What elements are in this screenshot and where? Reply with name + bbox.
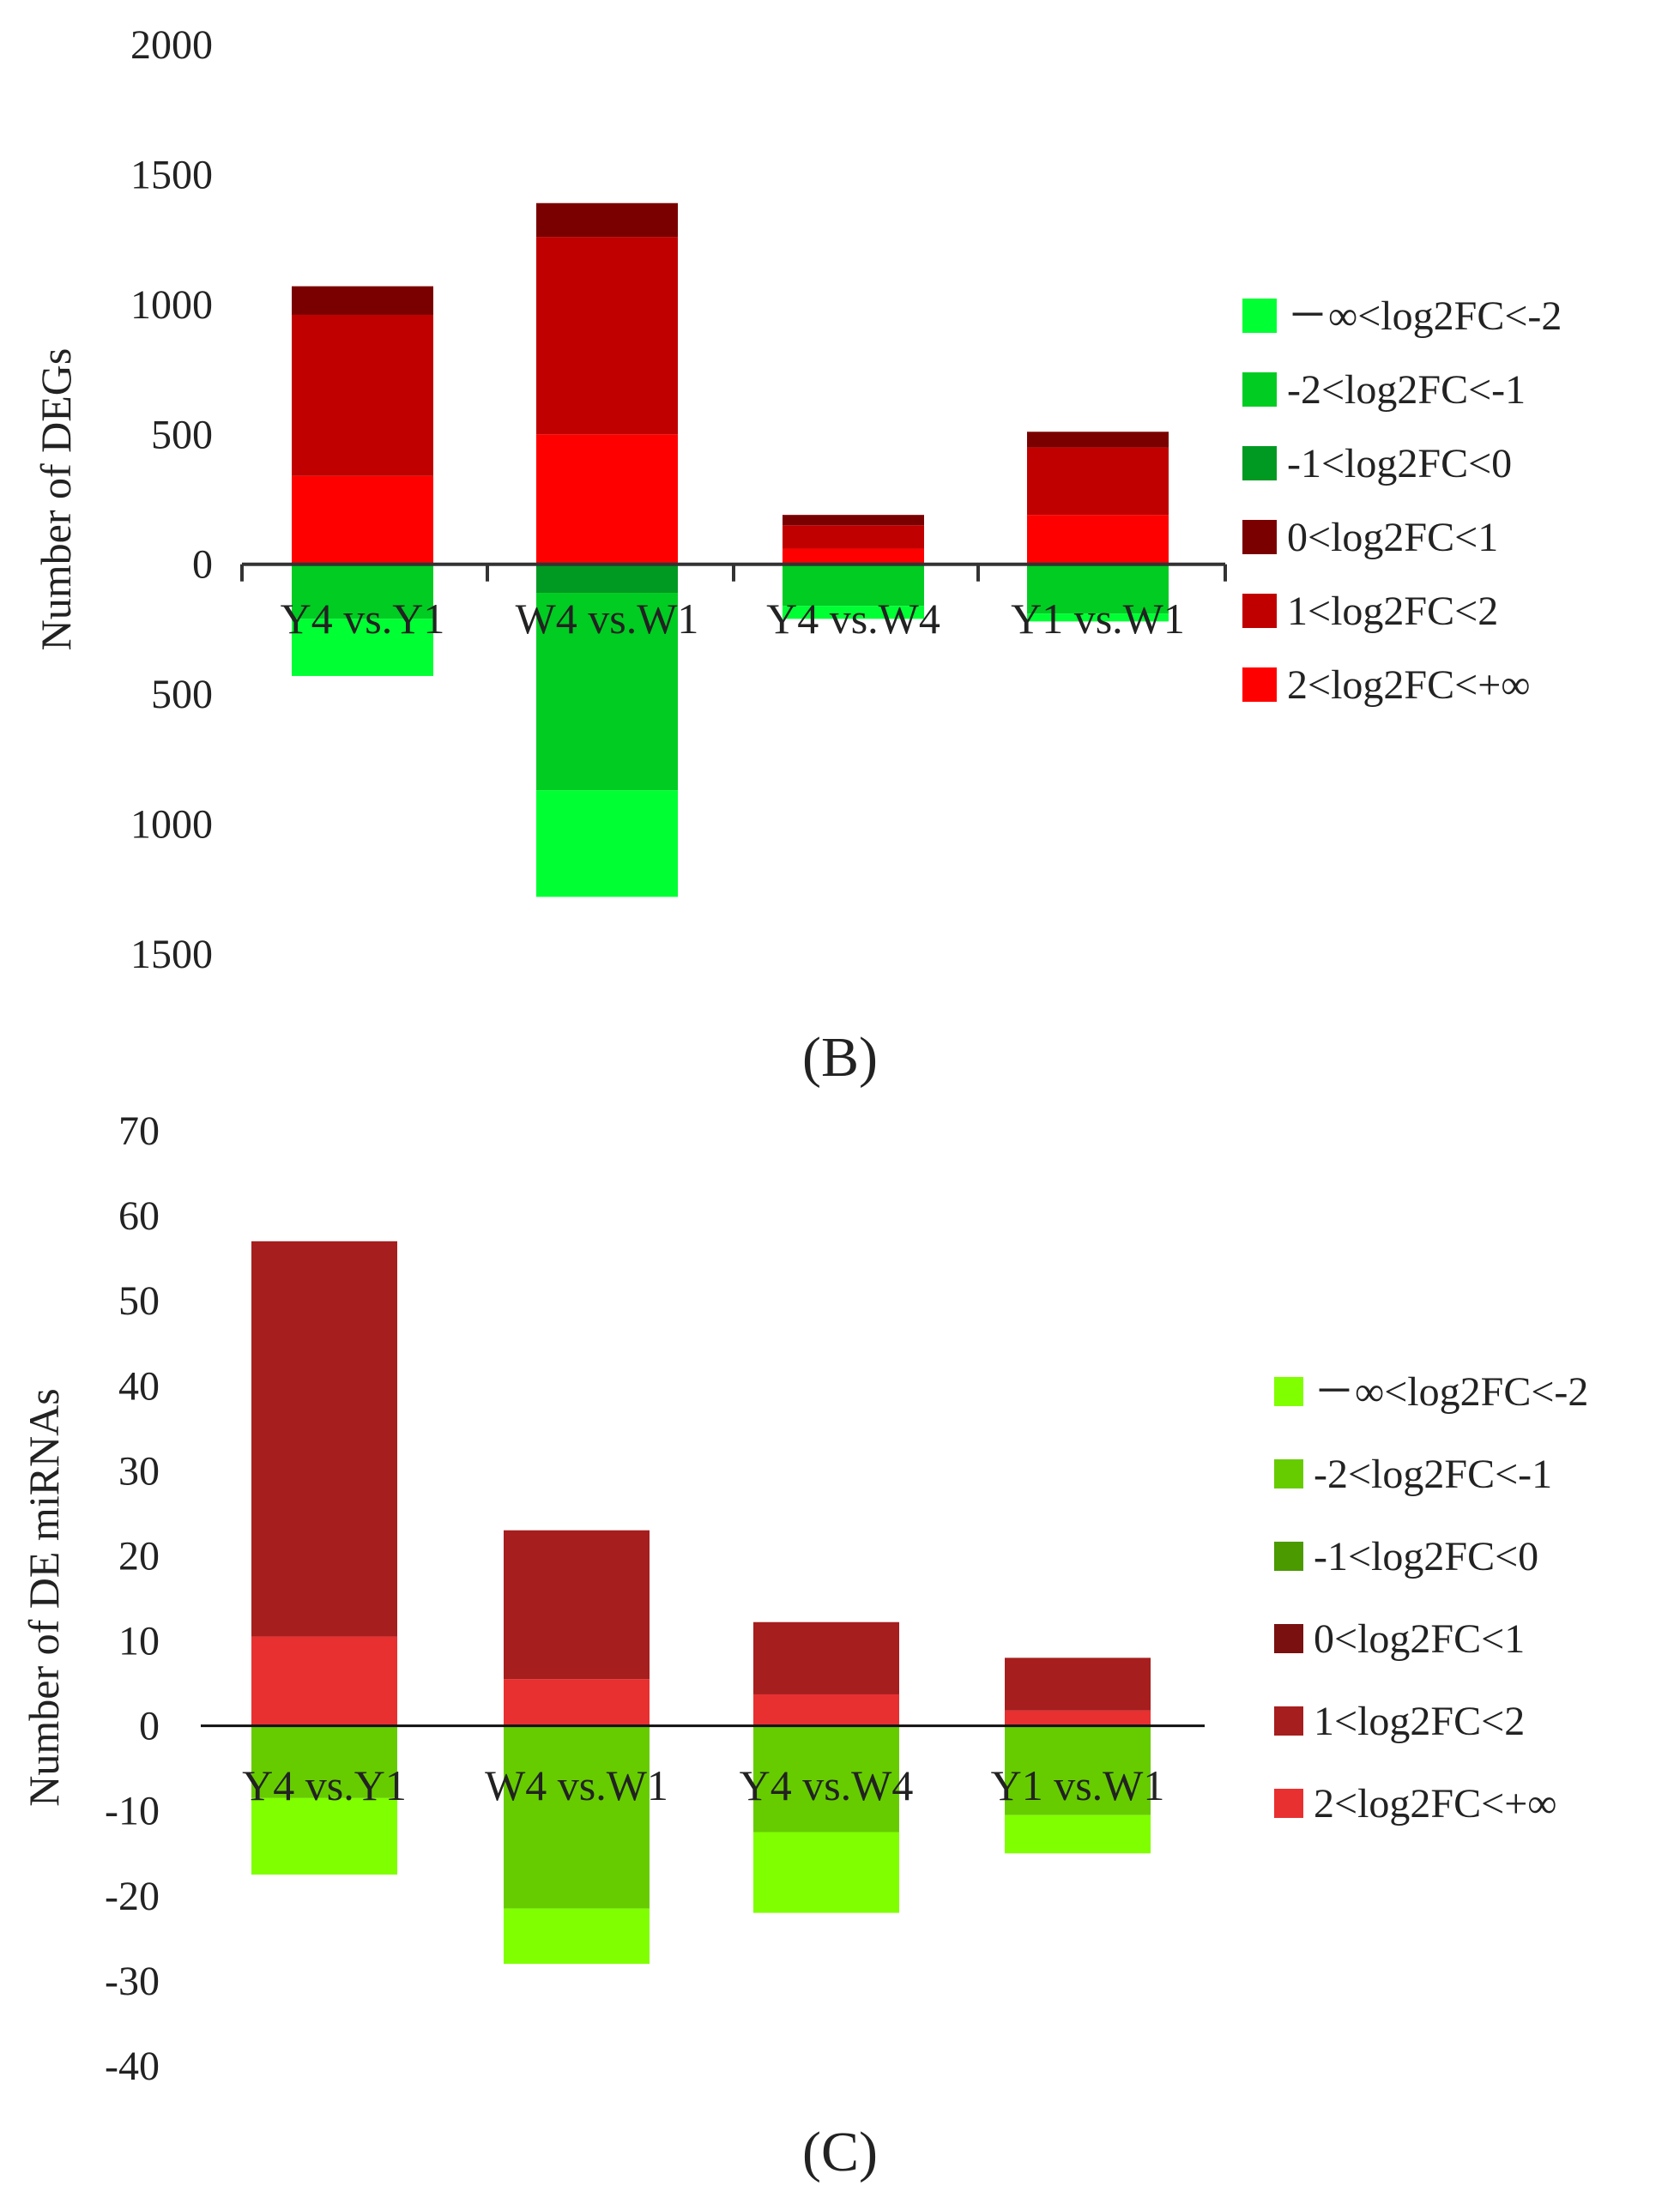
category-label: W4 vs.W1 bbox=[516, 595, 699, 643]
y-tick-label: 20 bbox=[118, 1533, 160, 1579]
legend-swatch bbox=[1242, 520, 1277, 554]
y-tick-label: 0 bbox=[192, 542, 213, 588]
y-tick-label: -20 bbox=[105, 1874, 160, 1919]
legend-label: 0<log2FC<1 bbox=[1287, 515, 1498, 560]
bar-segment bbox=[536, 202, 678, 238]
panel-label: (C) bbox=[802, 2121, 878, 2183]
category-label: Y4 vs.W4 bbox=[740, 1761, 914, 1809]
bar-segment bbox=[292, 564, 433, 619]
bar-segment bbox=[1027, 447, 1169, 516]
y-axis-label: Number of DEGs bbox=[32, 348, 80, 651]
bar-segment bbox=[783, 564, 924, 607]
legend-label: 2<log2FC<+∞ bbox=[1287, 662, 1530, 708]
bar-segment bbox=[1005, 1710, 1151, 1726]
y-tick-label: 10 bbox=[118, 1619, 160, 1664]
category-label: W4 vs.W1 bbox=[485, 1761, 668, 1809]
bar-segment bbox=[783, 525, 924, 549]
legend-label: -1<log2FC<0 bbox=[1287, 441, 1512, 486]
bar-segment bbox=[504, 1908, 650, 1965]
category-label: Y4 vs.W4 bbox=[766, 595, 940, 643]
bar-segment bbox=[536, 593, 678, 791]
y-tick-label: 70 bbox=[118, 1108, 160, 1154]
bar-segment bbox=[753, 1694, 899, 1726]
bar-segment bbox=[1027, 432, 1169, 448]
bar-segment bbox=[292, 286, 433, 315]
legend-swatch bbox=[1274, 1624, 1303, 1653]
category-label: Y1 vs.W1 bbox=[991, 1761, 1165, 1809]
bar-segment bbox=[251, 1636, 397, 1726]
category-label: Y1 vs.W1 bbox=[1011, 595, 1185, 643]
legend-swatch bbox=[1274, 1706, 1303, 1736]
y-tick-label: -10 bbox=[105, 1789, 160, 1834]
bar-segment bbox=[783, 606, 924, 619]
bar-segment bbox=[783, 548, 924, 565]
legend-swatch bbox=[1274, 1789, 1303, 1818]
y-tick-label: 2000 bbox=[130, 22, 213, 68]
y-tick-label: 30 bbox=[118, 1448, 160, 1494]
y-tick-label: 0 bbox=[139, 1704, 160, 1749]
y-tick-label: 40 bbox=[118, 1363, 160, 1409]
bar-segment bbox=[251, 1241, 397, 1637]
legend-label: －∞<log2FC<-2 bbox=[1314, 1369, 1588, 1415]
panel-label: (B) bbox=[802, 1026, 878, 1089]
legend-swatch bbox=[1242, 667, 1277, 702]
y-tick-label: 500 bbox=[151, 672, 213, 717]
bar-segment bbox=[1005, 1658, 1151, 1711]
y-tick-label: -40 bbox=[105, 2044, 160, 2089]
bar-segment bbox=[292, 475, 433, 565]
y-axis-label: Number of DE miRNAs bbox=[20, 1388, 68, 1806]
y-tick-label: 1000 bbox=[130, 282, 213, 328]
y-tick-label: 500 bbox=[151, 412, 213, 457]
category-label: Y4 vs.Y1 bbox=[242, 1761, 407, 1809]
bar-segment bbox=[292, 314, 433, 476]
bar-segment bbox=[292, 619, 433, 676]
y-tick-label: 1000 bbox=[130, 802, 213, 848]
legend-label: -1<log2FC<0 bbox=[1314, 1534, 1538, 1579]
y-tick-label: -30 bbox=[105, 1959, 160, 2004]
bar-segment bbox=[1005, 1725, 1151, 1815]
bar-segment bbox=[1005, 1814, 1151, 1854]
legend-swatch bbox=[1242, 372, 1277, 407]
legend-label: 1<log2FC<2 bbox=[1287, 589, 1498, 634]
legend-label: -2<log2FC<-1 bbox=[1287, 367, 1526, 413]
bar-segment bbox=[1027, 564, 1169, 614]
bar-segment bbox=[536, 237, 678, 435]
y-tick-label: 50 bbox=[118, 1278, 160, 1324]
y-tick-label: 1500 bbox=[130, 932, 213, 977]
bar-segment bbox=[753, 1621, 899, 1694]
bar-segment bbox=[536, 564, 678, 594]
legend-label: 0<log2FC<1 bbox=[1314, 1616, 1525, 1662]
bar-segment bbox=[251, 1725, 397, 1798]
bar-segment bbox=[783, 515, 924, 526]
legend-label: 2<log2FC<+∞ bbox=[1314, 1781, 1556, 1827]
legend-swatch bbox=[1242, 594, 1277, 628]
bar-segment bbox=[536, 790, 678, 897]
legend-swatch bbox=[1274, 1459, 1303, 1488]
bar-segment bbox=[536, 434, 678, 565]
bar-segment bbox=[504, 1725, 650, 1909]
legend-label: -2<log2FC<-1 bbox=[1314, 1452, 1552, 1497]
legend-swatch bbox=[1242, 299, 1277, 333]
y-tick-label: 60 bbox=[118, 1193, 160, 1239]
bar-segment bbox=[753, 1725, 899, 1833]
legend-label: 1<log2FC<2 bbox=[1314, 1699, 1525, 1744]
bar-segment bbox=[504, 1530, 650, 1680]
bar-segment bbox=[1027, 613, 1169, 622]
legend-swatch bbox=[1274, 1542, 1303, 1571]
category-label: Y4 vs.Y1 bbox=[281, 595, 445, 643]
bar-segment bbox=[504, 1679, 650, 1726]
bar-segment bbox=[251, 1797, 397, 1875]
y-tick-label: 1500 bbox=[130, 152, 213, 197]
bar-segment bbox=[1027, 515, 1169, 565]
legend-swatch bbox=[1242, 446, 1277, 480]
chart-c: 70 60 50 40 30 20 10 0 -10 -20 -30 -40 Y4 vs.Y1 W4 vs… bbox=[20, 1108, 1588, 2183]
bar-segment bbox=[753, 1832, 899, 1913]
legend-label: －∞<log2FC<-2 bbox=[1287, 293, 1562, 339]
chart-b: 2000 1500 1000 500 0 500 1000 1500 Y4 vs.Y1 W4 vs… bbox=[32, 22, 1562, 1089]
legend-swatch bbox=[1274, 1377, 1303, 1406]
